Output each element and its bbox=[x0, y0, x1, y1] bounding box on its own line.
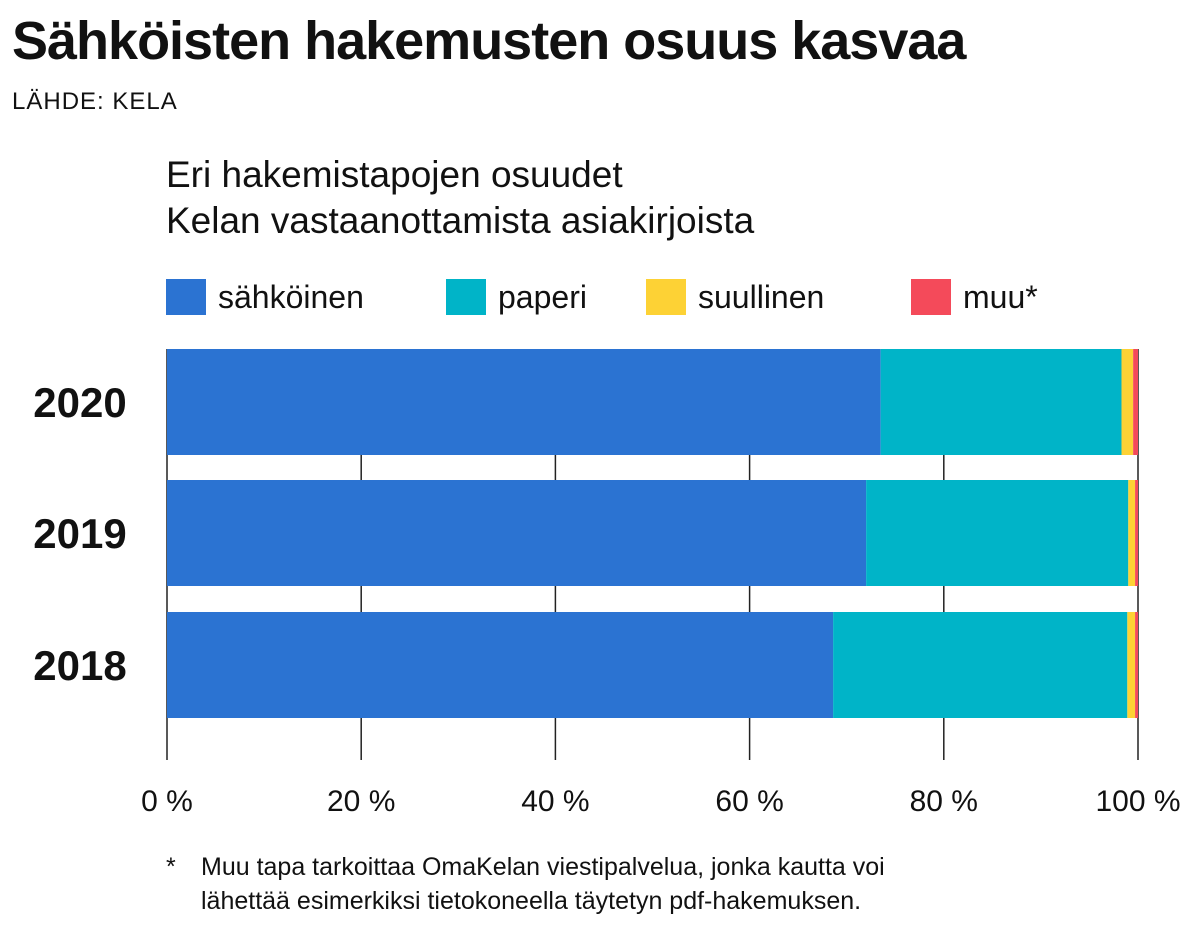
bar-2018-series-1 bbox=[833, 612, 1128, 718]
x-tick-label-80: 80 % bbox=[910, 785, 978, 818]
bar-2020-series-0 bbox=[167, 349, 881, 455]
x-tick-label-0: 0 % bbox=[141, 785, 193, 818]
bar-2019-series-2 bbox=[1128, 480, 1136, 586]
bar-2020-series-3 bbox=[1133, 349, 1138, 455]
legend-label-electronic: sähköinen bbox=[218, 279, 364, 315]
legend-label-paper: paperi bbox=[498, 279, 587, 315]
subtitle-line-2: Kelan vastaanottamista asiakirjoista bbox=[166, 200, 755, 241]
bar-2019-series-1 bbox=[866, 480, 1129, 586]
bar-2018-series-2 bbox=[1127, 612, 1136, 718]
footnote-line-1: Muu tapa tarkoittaa OmaKelan viestipalve… bbox=[201, 853, 885, 881]
bar-2018-series-3 bbox=[1135, 612, 1138, 718]
category-label-2020: 2020 bbox=[33, 379, 126, 426]
subtitle-line-1: Eri hakemistapojen osuudet bbox=[166, 154, 623, 195]
legend-swatch-oral bbox=[646, 279, 686, 315]
legend-label-other: muu* bbox=[963, 279, 1038, 315]
stacked-bar-chart: 2020 2019 2018 0 % 20 % 40 % 60 % 80 % 100 % bbox=[33, 349, 1181, 818]
bar-2020-series-2 bbox=[1121, 349, 1134, 455]
legend-label-oral: suullinen bbox=[698, 279, 825, 315]
footnote-asterisk: * bbox=[166, 853, 176, 881]
x-tick-label-20: 20 % bbox=[327, 785, 395, 818]
chart-subtitle: Eri hakemistapojen osuudet Kelan vastaan… bbox=[166, 152, 754, 244]
legend-swatch-paper bbox=[446, 279, 486, 315]
legend-swatch-other bbox=[911, 279, 951, 315]
bar-2020-series-1 bbox=[880, 349, 1122, 455]
bar-2018-series-0 bbox=[167, 612, 834, 718]
bar-2019-series-3 bbox=[1135, 480, 1138, 586]
x-tick-label-60: 60 % bbox=[715, 785, 783, 818]
source-label: LÄHDE: KELA bbox=[12, 88, 178, 115]
x-tick-label-100: 100 % bbox=[1095, 785, 1180, 818]
category-label-2018: 2018 bbox=[33, 642, 126, 689]
chart-title: Sähköisten hakemusten osuus kasvaa bbox=[12, 11, 966, 71]
bar-2019-series-0 bbox=[167, 480, 867, 586]
footnote-line-2: lähettää esimerkiksi tietokoneella täyte… bbox=[201, 887, 862, 915]
legend-swatch-electronic bbox=[166, 279, 206, 315]
x-tick-label-40: 40 % bbox=[521, 785, 589, 818]
category-label-2019: 2019 bbox=[33, 510, 126, 557]
